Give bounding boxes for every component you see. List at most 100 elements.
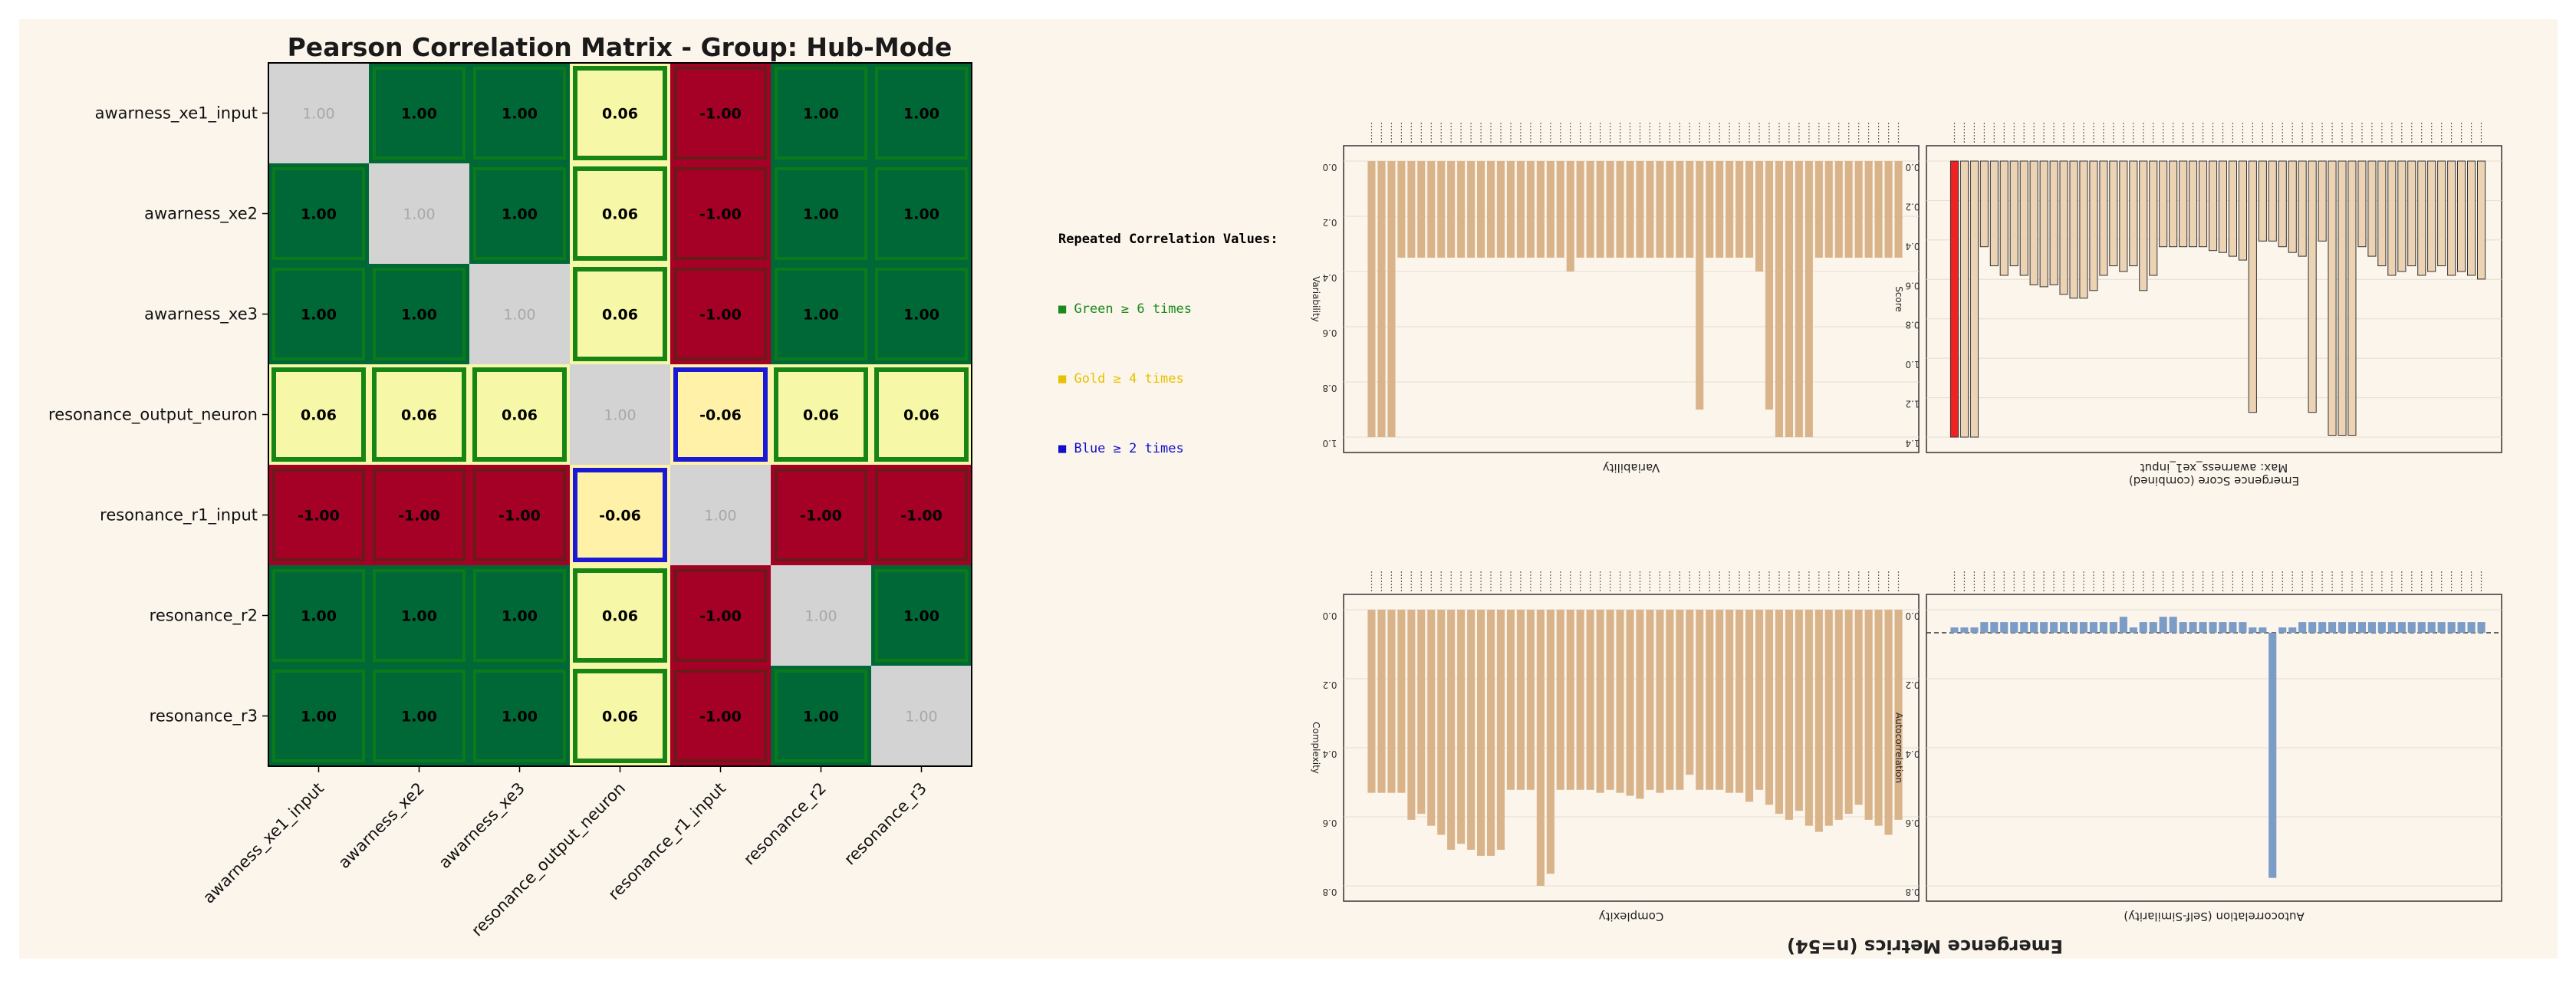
- highlight-box-green: [473, 167, 566, 260]
- metric-bar: [2259, 627, 2267, 633]
- heatmap-cell: [670, 465, 771, 565]
- metric-bar: [1606, 610, 1614, 790]
- metric-bar: [1407, 161, 1416, 258]
- heatmap-cell-label: -1.00: [699, 608, 742, 625]
- subplot-xlabel: Max: awarness_xe1_input: [2140, 460, 2288, 475]
- heatmap-cell-label: 0.06: [301, 407, 337, 424]
- metric-bar: [2109, 622, 2117, 633]
- metric-bar: [2129, 160, 2138, 267]
- metric-bar: [1546, 161, 1554, 258]
- metric-bar: [2039, 160, 2048, 288]
- highlight-box-green: [473, 569, 566, 662]
- heatmap-cell-label: 1.00: [502, 106, 538, 123]
- metric-bar: [1959, 160, 1969, 438]
- heatmap-cell: [771, 565, 871, 666]
- metric-bar: [2119, 617, 2127, 633]
- heatmap-cell-label: 1.00: [301, 709, 337, 726]
- metric-bar: [1477, 161, 1485, 258]
- highlight-box-green: [573, 66, 667, 160]
- metric-bar: [1824, 161, 1833, 258]
- metric-bar: [2000, 622, 2008, 633]
- metric-bar: [2189, 160, 2198, 248]
- heatmap-cell-label: 1.00: [401, 709, 437, 726]
- metric-bar: [1566, 161, 1574, 272]
- metric-bar: [1397, 161, 1406, 258]
- heatmap-cell-label: 1.00: [903, 608, 939, 625]
- heatmap-cell-label: -1.00: [699, 106, 742, 123]
- highlight-box-green: [373, 67, 466, 160]
- metric-bar: [1626, 610, 1634, 796]
- metric-bar: [1726, 161, 1734, 258]
- highlight-box-green: [272, 469, 365, 561]
- metric-bar: [1884, 610, 1893, 835]
- subplot-ylabel: Variability: [1311, 276, 1321, 322]
- metric-bar: [2338, 622, 2347, 633]
- subplot-ylabel: Score: [1893, 286, 1904, 312]
- metric-bar: [1496, 161, 1505, 258]
- heatmap-cell: [871, 163, 972, 264]
- y-tick-label: 0.4: [1322, 272, 1337, 283]
- highlight-box-green: [373, 670, 466, 762]
- heatmap-cell-label: 0.06: [602, 608, 638, 625]
- heatmap-cell: [570, 264, 670, 364]
- metric-bar: [2060, 622, 2068, 633]
- metric-bar: [1775, 610, 1783, 815]
- highlight-box-blue: [673, 367, 768, 462]
- metric-bar: [2397, 622, 2406, 633]
- metric-bar: [2030, 622, 2038, 633]
- emergence-subplot: 0.0 0.2 0.4 0.6 0.8 1.0 Variability Variability: [1311, 123, 1920, 475]
- highlight-box-green: [875, 268, 968, 360]
- heatmap-cell: [771, 364, 871, 465]
- highlight-box-green: [875, 167, 968, 260]
- heatmap-cell-label: 1.00: [803, 307, 839, 324]
- metric-bar: [1506, 610, 1515, 790]
- y-tick-label: 0.8: [1905, 887, 1920, 897]
- metric-bar: [1636, 161, 1644, 258]
- subplot-xlabel: Autocorrelation (Self-Similarity): [2124, 910, 2305, 923]
- heatmap-cell-label: -1.00: [699, 709, 742, 726]
- heatmap-cell: [570, 364, 670, 465]
- y-tick-label: 1.0: [1905, 359, 1920, 370]
- heatmap-cell: [871, 264, 972, 364]
- y-tick-label: 0.4: [1905, 241, 1920, 252]
- highlight-box-green: [573, 166, 667, 261]
- metric-bar: [1795, 161, 1803, 437]
- y-tick-label: 0.4: [1905, 749, 1920, 759]
- legend-entry-green: ■ Green ≥ 6 times: [1058, 301, 1192, 317]
- heatmap-cell: [469, 163, 570, 264]
- metric-bar: [2288, 160, 2297, 253]
- metric-bar: [1824, 610, 1833, 826]
- metric-bar: [2119, 160, 2128, 272]
- metric-bar: [1447, 161, 1456, 258]
- y-tick-label: 0.6: [1905, 280, 1920, 291]
- metric-bar: [2059, 160, 2068, 295]
- metric-bar: [1367, 610, 1376, 793]
- heatmap-cell: [771, 63, 871, 163]
- heatmap-cell-label: 0.06: [401, 407, 437, 424]
- metric-bar: [2209, 160, 2218, 252]
- heatmap-cell: [771, 163, 871, 264]
- heatmap-cell-label: 1.00: [903, 206, 939, 223]
- heatmap-cell-label: 1.00: [704, 508, 736, 525]
- heatmap-cell-label: 1.00: [905, 709, 937, 726]
- emergence-subplot: 0.0 0.2 0.4 0.6 0.8 Autocorrelation (Self-Sim…: [1893, 571, 2502, 923]
- metric-bar: [1417, 610, 1426, 815]
- metric-bar: [2278, 160, 2287, 248]
- highlight-box-green: [373, 268, 466, 360]
- metric-bar: [1686, 610, 1694, 775]
- metric-bar: [1755, 161, 1764, 272]
- metric-bar: [2308, 160, 2317, 413]
- metric-bar: [1676, 161, 1684, 258]
- metric-bar: [1666, 610, 1674, 790]
- heatmap-cell: [670, 163, 771, 264]
- heatmap-cell-label: 1.00: [803, 106, 839, 123]
- highlight-box-green: [573, 568, 667, 663]
- heatmap-cell: [570, 63, 670, 163]
- metric-bar: [2407, 622, 2416, 633]
- heatmap-cell-label: 1.00: [803, 206, 839, 223]
- metric-bar: [1457, 161, 1466, 258]
- metric-bar: [1417, 161, 1426, 258]
- heatmap-cell-label: -1.00: [900, 508, 943, 525]
- subplot-xlabel: Complexity: [1599, 910, 1664, 923]
- metric-bar: [2149, 622, 2157, 633]
